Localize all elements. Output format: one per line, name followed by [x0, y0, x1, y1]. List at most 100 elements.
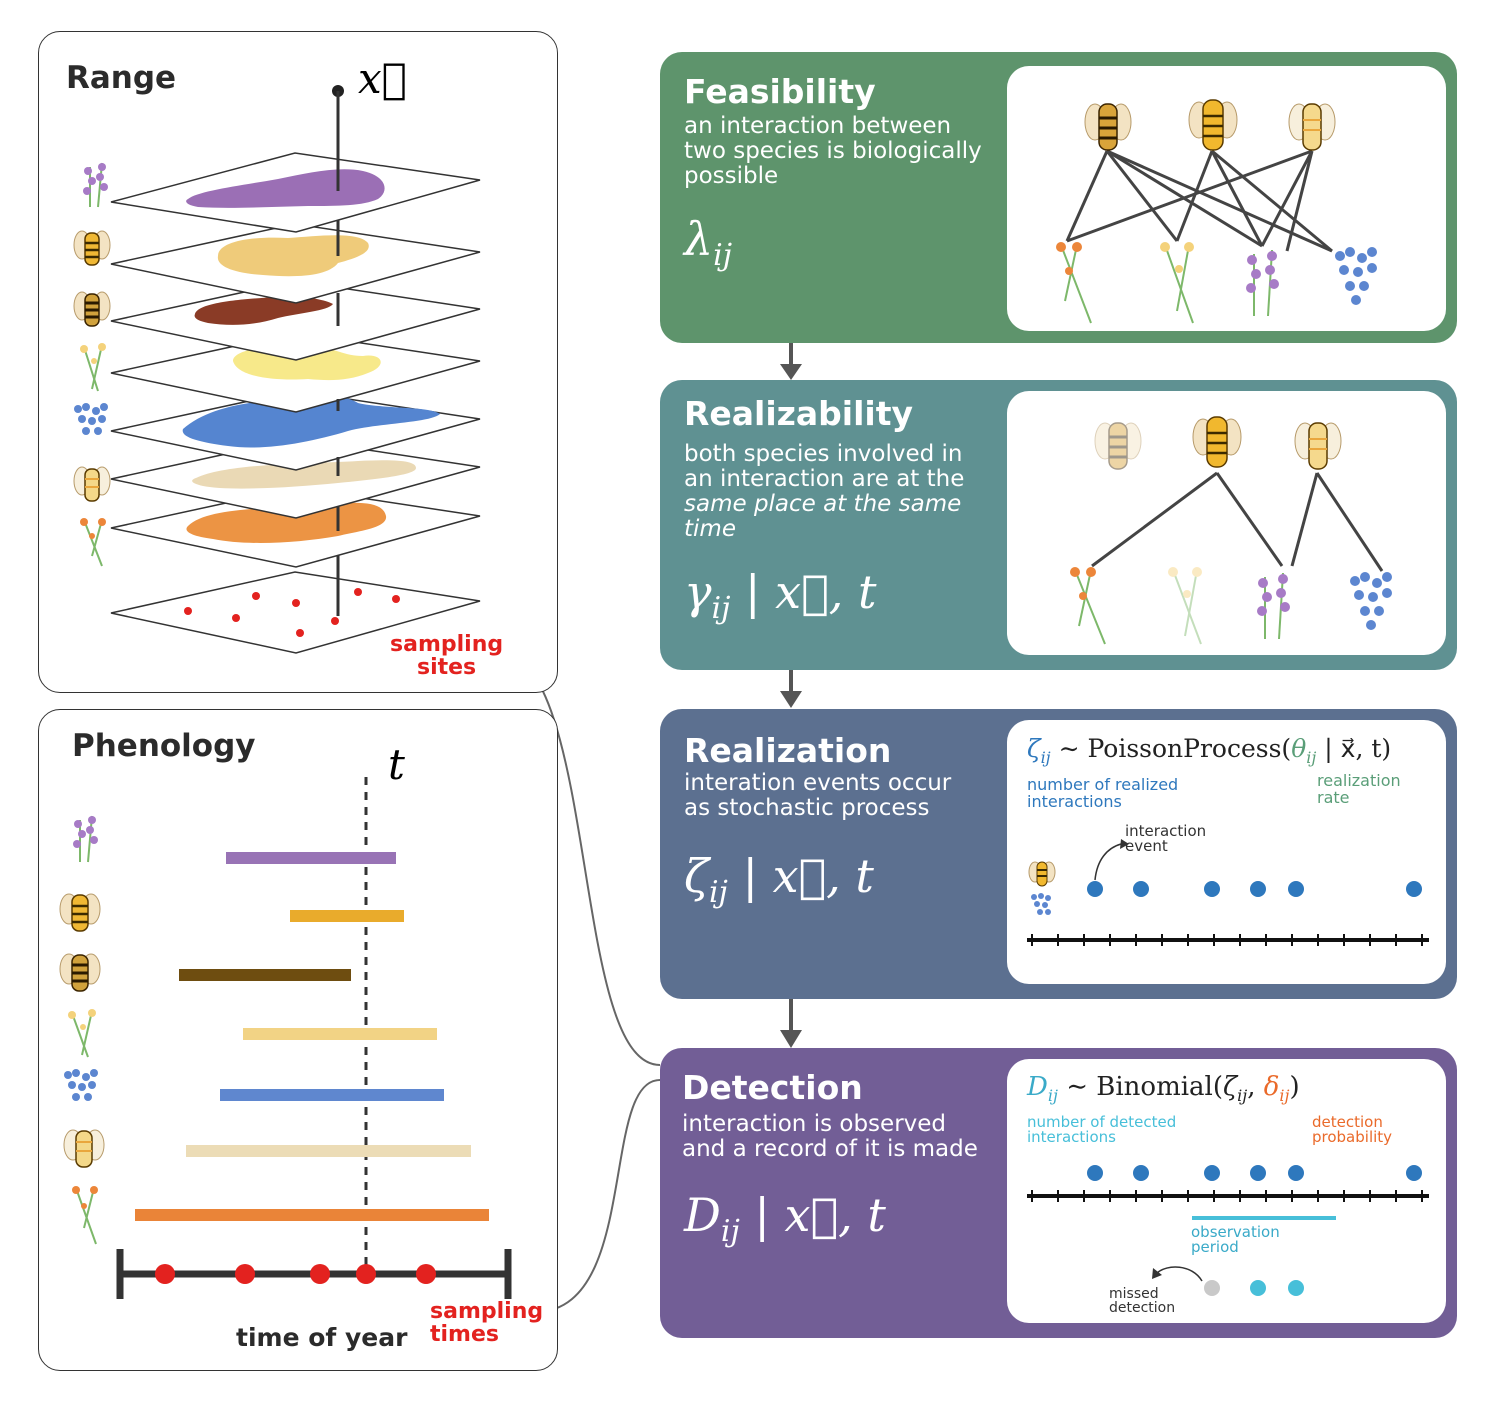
realization-timeline	[1027, 839, 1429, 946]
event-dot	[1133, 881, 1149, 897]
pale-bee-icon	[1294, 422, 1342, 470]
detected-count-label: number of detected interactions	[1027, 1113, 1177, 1146]
realization-formula: ζij | x⃗, t	[684, 849, 874, 911]
lavender-icon	[73, 815, 98, 863]
observation-period-bar	[1192, 1216, 1336, 1220]
orange-flower-icon	[72, 1186, 98, 1245]
blue-flower-icon	[1335, 247, 1377, 305]
realization-card: ζij ∼ PoissonProcess(θij | x⃗, t) number…	[1007, 720, 1446, 984]
sampling-sites-label: sampling sites	[390, 632, 504, 680]
flow-arrow-1	[780, 343, 802, 380]
flow-arrow-3	[780, 999, 802, 1048]
gold-bee-icon	[1188, 99, 1238, 151]
orange-flower-icon	[80, 518, 106, 567]
observation-period-label: observation period	[1191, 1223, 1280, 1256]
orange-flower-icon	[1070, 567, 1106, 645]
interaction-event-label: interaction event	[1125, 822, 1207, 855]
detection-description: interaction is observed and a record of …	[682, 1111, 978, 1162]
event-dot	[1204, 881, 1220, 897]
feasibility-formula: λij	[684, 212, 733, 274]
time-axis	[116, 1249, 512, 1299]
event-dot	[1250, 881, 1266, 897]
realized-count-label: number of realized interactions	[1027, 775, 1179, 811]
lavender-icon	[1246, 249, 1279, 317]
realization-title: Realization	[684, 731, 892, 770]
yellow-flower-icon	[1160, 242, 1194, 324]
feasibility-title: Feasibility	[684, 72, 876, 111]
range-layer-orange-flower	[110, 487, 481, 568]
detected-event-dot	[1250, 1280, 1266, 1296]
feasibility-network-card	[1007, 66, 1446, 331]
event-dot	[1133, 1165, 1149, 1181]
sampling-time-dot	[356, 1264, 376, 1284]
realizability-title: Realizability	[684, 394, 914, 433]
binomial-equation: Dij ∼ Binomial(ζij, δij)	[1027, 1072, 1300, 1106]
phenology-bar-pale-bee	[186, 1145, 471, 1157]
phenology-bar-gold-bee	[290, 910, 404, 922]
event-dot	[1087, 881, 1103, 897]
sampling-times-label: sampling times	[430, 1299, 544, 1347]
realized-events	[1087, 881, 1422, 897]
feasibility-links	[1065, 149, 1333, 253]
gold-bee-icon	[73, 230, 111, 266]
detection-step: Detection interaction is observed and a …	[660, 1048, 1457, 1338]
realization-step: Realization interation events occur as s…	[660, 709, 1457, 999]
phenology-title: Phenology	[72, 728, 256, 764]
sampling-sites-layer	[110, 571, 481, 654]
detection-title: Detection	[682, 1068, 863, 1107]
blue-flower-icon	[64, 1069, 98, 1101]
missed-detection-label: missed detection	[1109, 1286, 1176, 1316]
detection-probability-label: detection probability	[1312, 1113, 1393, 1146]
pale-bee-icon	[73, 466, 111, 502]
blue-flower-icon	[1031, 893, 1051, 915]
realizability-network-card	[1007, 391, 1446, 655]
detection-timeline	[1027, 1165, 1429, 1296]
blue-flower-icon	[74, 403, 108, 435]
time-symbol: t	[388, 740, 405, 789]
sampling-time-dot	[155, 1264, 175, 1284]
feasibility-description: an interaction between two species is bi…	[684, 113, 982, 189]
pale-bee-icon	[63, 1129, 105, 1168]
detection-formula: Dij | x⃗, t	[684, 1188, 886, 1250]
gold-bee-icon	[1028, 861, 1056, 887]
sampling-time-dot	[235, 1264, 255, 1284]
range-layer-lavender	[110, 152, 481, 233]
event-dot	[1288, 881, 1304, 897]
feasibility-network	[1056, 99, 1377, 324]
phenology-bar-brown-bee	[179, 969, 351, 981]
pale-bee-icon	[1288, 103, 1336, 151]
event-dot	[1406, 1165, 1422, 1181]
yellow-flower-icon	[80, 343, 106, 392]
feasibility-step: Feasibility an interaction between two s…	[660, 52, 1457, 343]
missed-detection-dot	[1204, 1280, 1220, 1296]
realizability-step: Realizability both species involved in a…	[660, 380, 1457, 670]
gold-bee-icon	[1084, 103, 1132, 151]
lavender-icon	[83, 162, 108, 208]
sampling-time-dot	[310, 1264, 330, 1284]
sampling-time-dot	[416, 1264, 436, 1284]
time-axis	[1027, 934, 1429, 946]
faded-bee-icon	[1094, 422, 1142, 470]
yellow-flower-icon	[68, 1009, 96, 1058]
event-dot	[1087, 1165, 1103, 1181]
time-axis	[1027, 1190, 1429, 1202]
brown-bee-icon	[59, 953, 101, 992]
gold-bee-icon	[59, 893, 101, 932]
brown-bee-icon	[73, 291, 111, 327]
faded-yellow-flower-icon	[1168, 567, 1202, 645]
flow-arrow-2	[780, 670, 802, 708]
realization-rate-label: realization rate	[1317, 771, 1401, 807]
range-layer-brown-bee	[110, 280, 481, 361]
orange-flower-icon	[1056, 242, 1092, 324]
phenology-bar-blue-flower	[220, 1089, 444, 1101]
detected-event-dot	[1288, 1280, 1304, 1296]
blue-flower-icon	[1350, 572, 1392, 630]
realization-description: interation events occur as stochastic pr…	[684, 770, 952, 821]
realized-events	[1087, 1165, 1422, 1181]
range-title: Range	[66, 60, 177, 96]
gold-bee-icon	[1192, 416, 1242, 468]
event-dot	[1406, 881, 1422, 897]
realizability-network	[1070, 416, 1392, 645]
time-axis-label: time of year	[236, 1323, 408, 1352]
phenology-bar-yellow-flower	[243, 1028, 437, 1040]
